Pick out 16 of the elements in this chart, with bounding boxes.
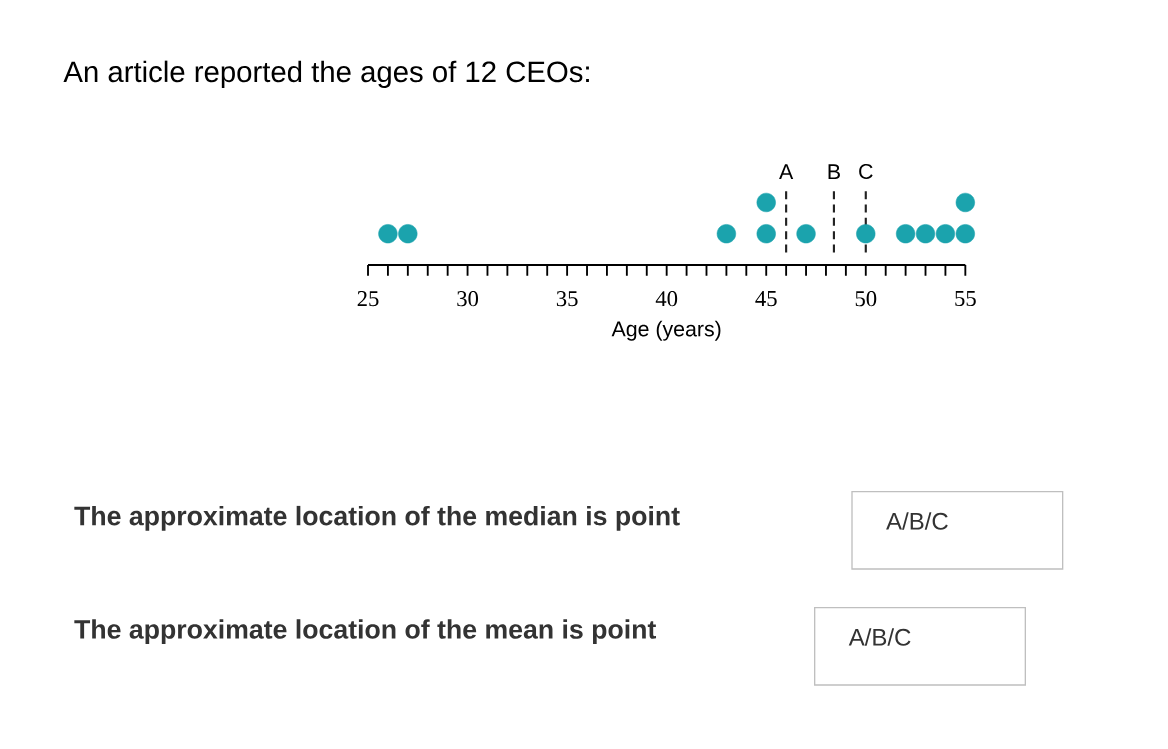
text: A/B/C (886, 512, 948, 530)
x-tick-label: 45 (755, 291, 777, 307)
x-tick-label: 55 (955, 291, 976, 307)
ref-line-label: A (779, 164, 794, 180)
x-axis-title: Age (years) (611, 320, 721, 341)
x-tick-label: 40 (655, 291, 678, 307)
text: The approximate location of the mean is point (74, 619, 657, 645)
x-tick-label: 25 (357, 291, 379, 307)
text: A/B/C (848, 628, 911, 646)
chart-title: An article reported the ages of 12 CEOs: (63, 60, 589, 88)
text: The approximate location of the median is point (74, 505, 680, 531)
x-tick-label: 50 (855, 291, 877, 307)
ref-line-label: C (859, 163, 873, 180)
x-tick-label: 30 (457, 291, 479, 307)
ref-line-label: B (828, 164, 840, 180)
x-tick-label: 35 (556, 291, 578, 307)
